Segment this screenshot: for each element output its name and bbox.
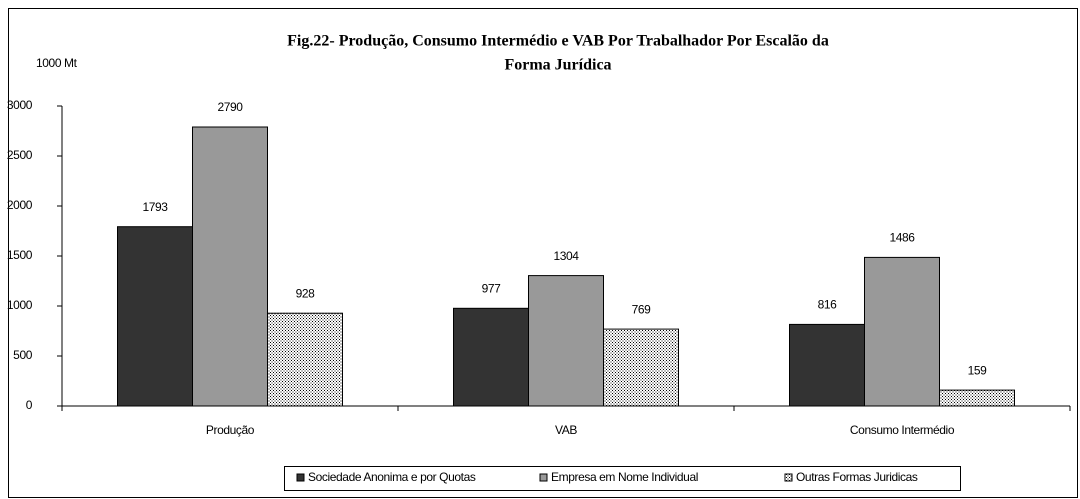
value-label: 1793 (142, 200, 168, 214)
value-label: 1486 (889, 231, 915, 245)
chart-title: Fig.22- Produção, Consumo Intermédio e V… (287, 33, 829, 50)
y-tick-label: 2500 (7, 148, 33, 162)
legend-label: Sociedade Anonima e por Quotas (308, 470, 476, 484)
bar (453, 307, 529, 407)
x-tick-label: VAB (555, 423, 577, 437)
y-tick-label: 3000 (7, 98, 33, 112)
bar (603, 328, 679, 407)
legend-box (284, 466, 961, 491)
bar (267, 312, 343, 407)
bar (789, 323, 865, 407)
x-tick-label: Produção (206, 423, 255, 437)
chart-title: Forma Jurídica (504, 57, 611, 74)
bar (939, 389, 1015, 407)
legend-label: Empresa em Nome Individual (551, 470, 698, 484)
bar (192, 126, 268, 407)
legend-label: Outras Formas Juridicas (796, 470, 918, 484)
x-tick-label: Consumo Intermédio (850, 423, 955, 437)
y-tick-label: 2000 (7, 198, 33, 212)
value-label: 977 (482, 281, 502, 295)
y-tick-label: 0 (26, 398, 33, 412)
y-tick-label: 1500 (7, 248, 33, 262)
y-tick-label: 500 (13, 348, 33, 362)
legend-swatch (296, 473, 305, 482)
bar (117, 226, 193, 407)
value-label: 816 (818, 298, 838, 312)
value-label: 159 (968, 363, 988, 377)
y-axis-label: 1000 Mt (36, 56, 78, 70)
value-label: 1304 (553, 249, 579, 263)
bar (864, 256, 940, 407)
legend-swatch (784, 473, 793, 482)
value-label: 769 (632, 302, 652, 316)
value-label: 928 (296, 286, 316, 300)
value-label: 2790 (217, 100, 243, 114)
legend-swatch (539, 473, 548, 482)
y-tick-label: 1000 (7, 298, 33, 312)
bar (528, 275, 604, 407)
